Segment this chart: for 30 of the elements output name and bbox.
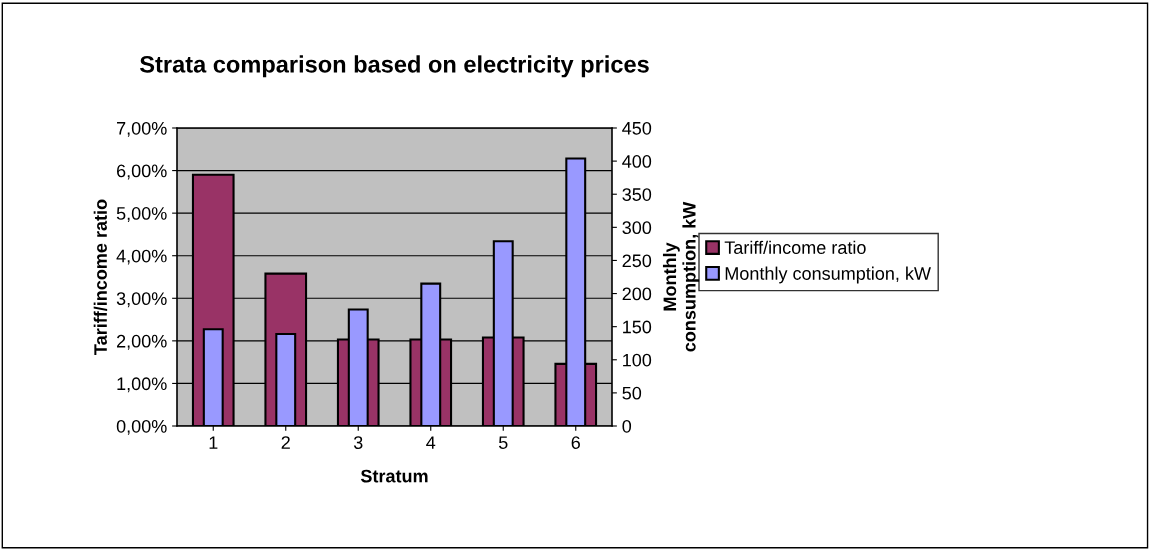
- y2-tick-label: 450: [622, 121, 652, 135]
- y2-tick-label: 150: [623, 320, 652, 334]
- y-tick-label: 7,00%: [117, 121, 167, 137]
- x-tick-label: 3: [353, 436, 363, 449]
- x-tick-label: 5: [498, 436, 508, 449]
- y2-axis-title: Monthly consumption, kW: [662, 201, 700, 352]
- y-tick-label: 3,00%: [116, 292, 167, 308]
- y2-tick-label: 350: [622, 188, 652, 201]
- x-tick-label: 6: [571, 436, 580, 449]
- legend-label: Tariff/income ratio: [724, 240, 866, 255]
- y-tick-label: 0,00%: [116, 419, 167, 435]
- x-tick-label: 1: [209, 436, 218, 449]
- chart-title: Strata comparison based on electricity prices: [139, 55, 649, 78]
- y2-tick-label: 50: [622, 386, 642, 400]
- y-tick-label: 4,00%: [116, 249, 167, 265]
- y2-tick-label: 100: [623, 353, 652, 367]
- y-tick-label: 1,00%: [117, 377, 167, 393]
- y-axis-title: Tariff/income ratio: [93, 199, 108, 355]
- y-tick-label: 6,00%: [117, 164, 167, 180]
- y-tick-label: 5,00%: [116, 207, 167, 222]
- y2-tick-label: 250: [622, 254, 652, 268]
- y-tick-label: 2,00%: [116, 334, 167, 350]
- y2-tick-label: 200: [622, 287, 652, 301]
- x-tick-label: 4: [426, 436, 436, 449]
- legend-label: Monthly consumption, kW: [725, 266, 931, 284]
- y2-tick-label: 400: [622, 155, 652, 168]
- y2-tick-label: 0: [622, 419, 632, 433]
- y2-tick-label: 300: [622, 221, 652, 235]
- x-axis-title: Stratum: [360, 469, 428, 483]
- x-tick-label: 2: [281, 436, 290, 449]
